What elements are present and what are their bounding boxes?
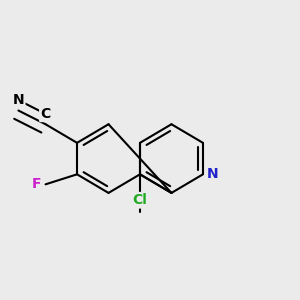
Text: Cl: Cl [133,193,147,207]
Text: C: C [40,107,51,121]
Text: N: N [207,167,219,181]
Text: N: N [13,93,24,107]
Text: F: F [32,177,41,191]
